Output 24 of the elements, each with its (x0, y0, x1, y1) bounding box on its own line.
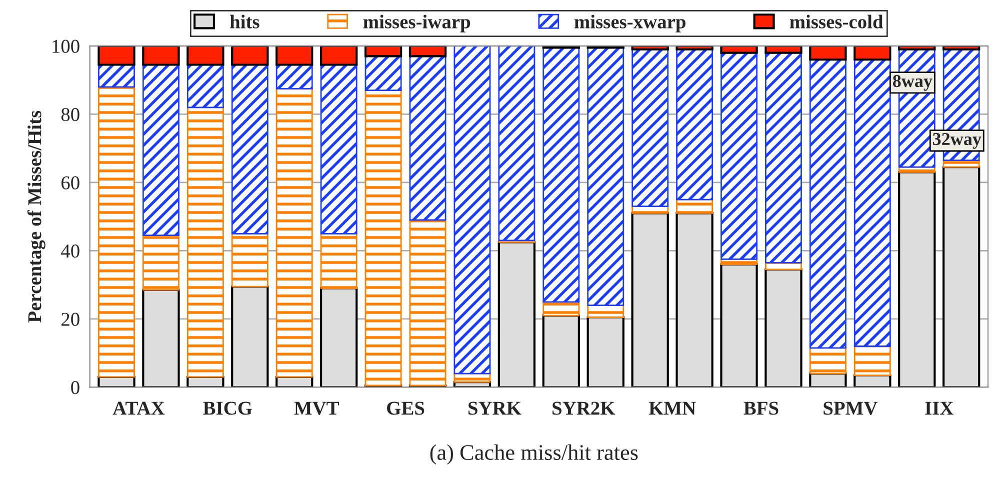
y-tick-label: 0 (71, 381, 80, 394)
x-tick-label: BICG (203, 402, 252, 415)
x-tick-label: KMN (648, 402, 696, 415)
x-tick-label: GES (387, 402, 424, 415)
x-tick-label: MVT (294, 402, 339, 415)
y-axis-title: Percentage of Misses/Hits (27, 110, 46, 322)
text: (a) Cache miss/hit rates (430, 444, 638, 465)
annotation: 32way (933, 132, 982, 149)
y-tick-label: 20 (62, 312, 80, 326)
y-tick-label: 100 (52, 40, 80, 53)
legend-label: hits (230, 14, 260, 28)
annotation: 8way (892, 74, 932, 91)
y-tick-label: 80 (61, 108, 80, 122)
x-tick-label: BFS (744, 402, 778, 415)
x-tick-label: ATAX (112, 402, 165, 415)
legend-label: misses-iwarp (363, 14, 470, 32)
x-tick-label: SYRK (468, 402, 522, 415)
legend-label: misses-cold (790, 14, 884, 28)
y-tick-label: 60 (61, 176, 80, 190)
x-tick-label: IIX (925, 402, 954, 415)
x-tick-label: SYR2K (552, 402, 616, 415)
x-tick-label: SPMV (824, 402, 878, 415)
legend-label: misses-xwarp (574, 14, 686, 32)
y-tick-label: 40 (61, 244, 80, 258)
